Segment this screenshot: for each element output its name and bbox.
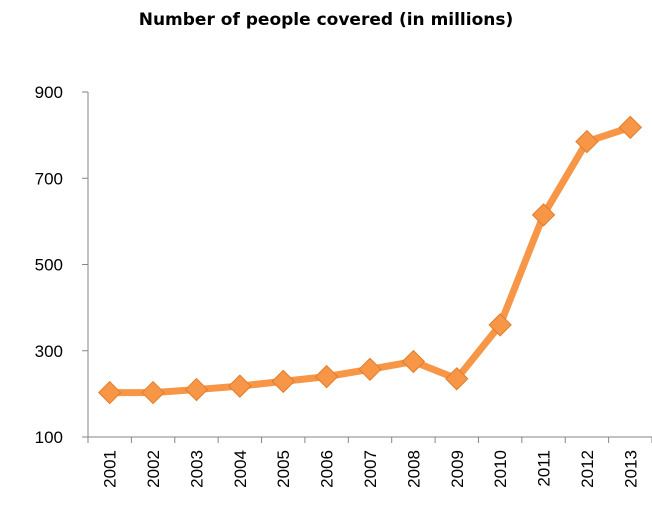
x-tick-label: 2006 — [318, 450, 337, 488]
series-line — [106, 123, 634, 397]
y-tick-label: 300 — [35, 342, 63, 361]
data-point — [228, 374, 252, 398]
data-point — [184, 377, 209, 402]
y-tick-label: 900 — [35, 83, 63, 102]
x-tick-label: 2004 — [231, 450, 250, 488]
chart-title: Number of people covered (in millions) — [138, 10, 514, 30]
tick-labels: 100 300 500 700 900 2001 2002 2003 2004 2005 2006 2… — [35, 83, 641, 488]
data-point — [314, 364, 339, 389]
data-point — [97, 380, 122, 405]
x-tick-label: 2010 — [491, 450, 510, 488]
x-tick-label: 2007 — [361, 450, 380, 488]
x-tick-label: 2012 — [578, 450, 597, 488]
data-point — [531, 203, 556, 227]
data-point — [488, 313, 512, 337]
axes — [82, 91, 652, 443]
x-tick-label: 2001 — [101, 450, 120, 488]
data-point — [445, 367, 469, 391]
x-tick-label: 2008 — [404, 450, 423, 488]
data-point — [271, 369, 295, 394]
x-tick-label: 2011 — [535, 450, 554, 487]
data-point — [401, 349, 426, 374]
x-tick-label: 2003 — [187, 450, 206, 488]
x-tick-label: 2005 — [274, 450, 293, 488]
data-point — [575, 129, 599, 154]
data-point — [141, 380, 165, 405]
data-point — [358, 357, 382, 382]
x-tick-label: 2009 — [448, 450, 467, 488]
data-point — [618, 115, 643, 140]
x-tick-label: 2013 — [621, 450, 640, 488]
y-tick-label: 100 — [35, 428, 63, 447]
y-tick-label: 500 — [35, 256, 63, 275]
series-group — [97, 115, 643, 405]
x-tick-label: 2002 — [144, 450, 163, 488]
y-tick-label: 700 — [35, 169, 63, 188]
